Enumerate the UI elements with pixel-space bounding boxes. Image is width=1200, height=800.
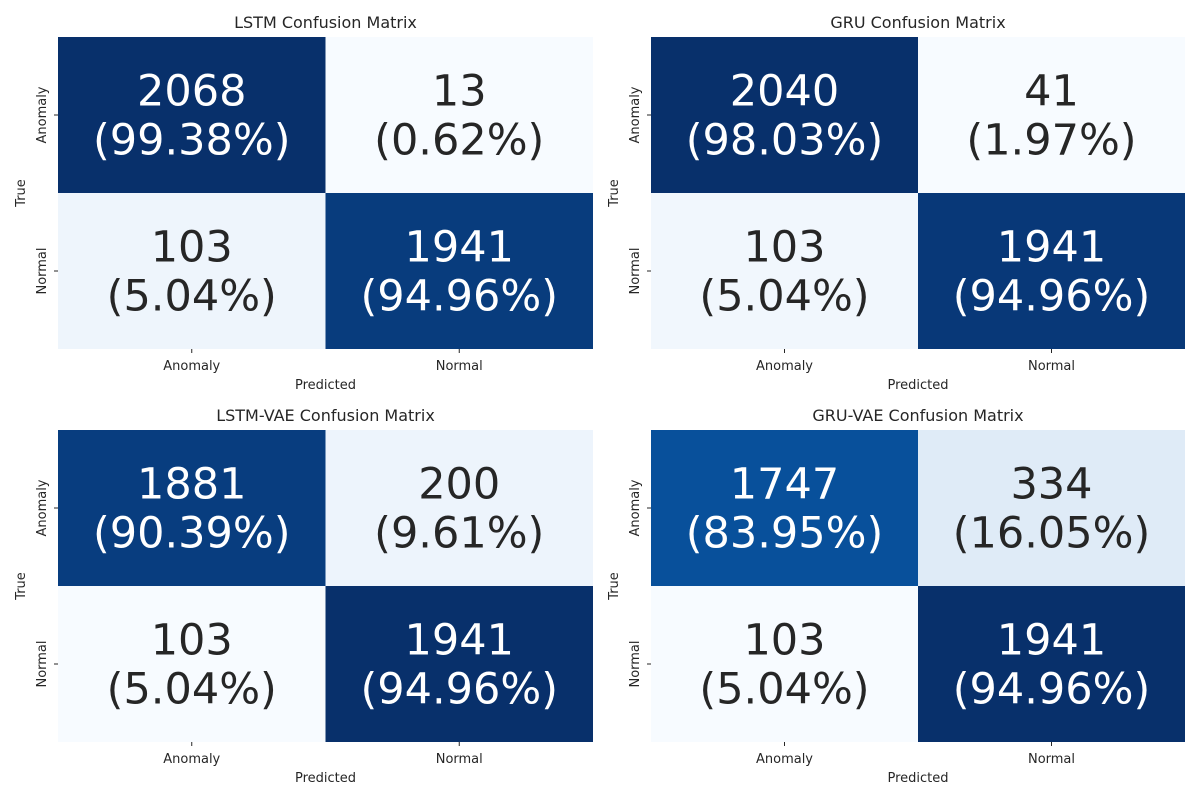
gru-confusion-matrix-cell-anomaly-normal bbox=[918, 37, 1185, 193]
gru-vae-confusion-matrix-cell-normal-anomaly-label: 103 (5.04%) bbox=[699, 616, 869, 715]
gru-confusion-matrix-cell-normal-anomaly-label: 103 (5.04%) bbox=[699, 223, 869, 322]
gru-confusion-matrix-cell-anomaly-normal-label: 41 (1.97%) bbox=[966, 67, 1136, 166]
lstm-confusion-matrix-x-axis-label: Predicted bbox=[295, 378, 356, 393]
gru-vae-confusion-matrix-title: GRU-VAE Confusion Matrix bbox=[812, 406, 1023, 425]
lstm-confusion-matrix-cell-normal-normal bbox=[325, 193, 593, 349]
gru-vae-confusion-matrix-x-axis-label: Predicted bbox=[887, 771, 948, 786]
gru-confusion-matrix-cell-normal-normal-label: 1941 (94.96%) bbox=[953, 223, 1151, 322]
lstm-confusion-matrix-x-tick-label-anomaly: Anomaly bbox=[163, 359, 220, 374]
gru-vae-confusion-matrix-y-tick-label-anomaly: Anomaly bbox=[628, 479, 643, 536]
lstm-vae-confusion-matrix-cell-anomaly-normal bbox=[325, 430, 593, 586]
lstm-confusion-matrix-x-tick-label-normal: Normal bbox=[436, 359, 483, 374]
lstm-confusion-matrix-y-tick-label-normal: Normal bbox=[35, 247, 50, 294]
lstm-confusion-matrix-title: LSTM Confusion Matrix bbox=[234, 13, 417, 32]
gru-confusion-matrix-y-tick-label-normal: Normal bbox=[628, 247, 643, 294]
lstm-confusion-matrix-cell-anomaly-anomaly-label: 2068 (99.38%) bbox=[93, 67, 291, 166]
lstm-confusion-matrix-y-axis-label: True bbox=[14, 179, 29, 208]
lstm-vae-confusion-matrix-cell-anomaly-anomaly bbox=[58, 430, 326, 586]
gru-vae-confusion-matrix-y-axis-label: True bbox=[607, 572, 622, 601]
gru-confusion-matrix-y-tick-label-anomaly: Anomaly bbox=[628, 86, 643, 143]
gru-confusion-matrix-x-axis-label: Predicted bbox=[887, 378, 948, 393]
gru-vae-confusion-matrix-x-tick-label-anomaly: Anomaly bbox=[756, 752, 813, 767]
gru-confusion-matrix-cell-anomaly-anomaly bbox=[651, 37, 918, 193]
lstm-vae-confusion-matrix-y-axis-label: True bbox=[14, 572, 29, 601]
lstm-vae-confusion-matrix-cell-anomaly-anomaly-label: 1881 (90.39%) bbox=[93, 460, 291, 559]
lstm-confusion-matrix-panel: 2068 (99.38%) 13 (0.62%) 103 (5.04%) 1941 (94.9… bbox=[14, 13, 593, 393]
gru-confusion-matrix-cell-normal-anomaly bbox=[651, 193, 918, 349]
lstm-confusion-matrix-cell-normal-normal-label: 1941 (94.96%) bbox=[360, 223, 558, 322]
gru-vae-confusion-matrix-cell-normal-normal-label: 1941 (94.96%) bbox=[953, 616, 1151, 715]
gru-vae-confusion-matrix-cell-normal-anomaly bbox=[651, 586, 918, 742]
lstm-confusion-matrix-cell-anomaly-normal-label: 13 (0.62%) bbox=[374, 67, 544, 166]
gru-vae-confusion-matrix-panel: 1747 (83.95%) 334 (16.05%) 103 (5.04%) 1941 (94… bbox=[607, 406, 1185, 786]
lstm-vae-confusion-matrix-cell-normal-normal bbox=[325, 586, 593, 742]
gru-confusion-matrix-y-axis-label: True bbox=[607, 179, 622, 208]
lstm-confusion-matrix-cell-anomaly-normal bbox=[325, 37, 593, 193]
gru-vae-confusion-matrix-cell-anomaly-anomaly-label: 1747 (83.95%) bbox=[686, 460, 884, 559]
lstm-confusion-matrix-cell-normal-anomaly-label: 103 (5.04%) bbox=[107, 223, 277, 322]
gru-confusion-matrix-x-tick-label-anomaly: Anomaly bbox=[756, 359, 813, 374]
gru-confusion-matrix-x-tick-label-normal: Normal bbox=[1028, 359, 1075, 374]
lstm-confusion-matrix-cell-anomaly-anomaly bbox=[58, 37, 326, 193]
gru-confusion-matrix-panel: 2040 (98.03%) 41 (1.97%) 103 (5.04%) 1941 (94.9… bbox=[607, 13, 1185, 393]
gru-vae-confusion-matrix-y-tick-label-normal: Normal bbox=[628, 640, 643, 687]
lstm-confusion-matrix-cell-normal-anomaly bbox=[58, 193, 326, 349]
gru-confusion-matrix-cell-anomaly-anomaly-label: 2040 (98.03%) bbox=[686, 67, 884, 166]
lstm-vae-confusion-matrix-cell-normal-anomaly-label: 103 (5.04%) bbox=[107, 616, 277, 715]
lstm-vae-confusion-matrix-cell-anomaly-normal-label: 200 (9.61%) bbox=[374, 460, 544, 559]
gru-confusion-matrix-title: GRU Confusion Matrix bbox=[830, 13, 1005, 32]
lstm-vae-confusion-matrix-x-tick-label-normal: Normal bbox=[436, 752, 483, 767]
lstm-vae-confusion-matrix-y-tick-label-normal: Normal bbox=[35, 640, 50, 687]
lstm-vae-confusion-matrix-x-tick-label-anomaly: Anomaly bbox=[163, 752, 220, 767]
gru-vae-confusion-matrix-cell-anomaly-anomaly bbox=[651, 430, 918, 586]
lstm-vae-confusion-matrix-cell-normal-anomaly bbox=[58, 586, 326, 742]
lstm-confusion-matrix-y-tick-label-anomaly: Anomaly bbox=[35, 86, 50, 143]
gru-vae-confusion-matrix-cell-normal-normal bbox=[918, 586, 1185, 742]
gru-vae-confusion-matrix-x-tick-label-normal: Normal bbox=[1028, 752, 1075, 767]
gru-vae-confusion-matrix-cell-anomaly-normal bbox=[918, 430, 1185, 586]
lstm-vae-confusion-matrix-panel: 1881 (90.39%) 200 (9.61%) 103 (5.04%) 1941 (94.… bbox=[14, 406, 593, 786]
lstm-vae-confusion-matrix-y-tick-label-anomaly: Anomaly bbox=[35, 479, 50, 536]
gru-vae-confusion-matrix-cell-anomaly-normal-label: 334 (16.05%) bbox=[953, 460, 1151, 559]
lstm-vae-confusion-matrix-cell-normal-normal-label: 1941 (94.96%) bbox=[360, 616, 558, 715]
lstm-vae-confusion-matrix-x-axis-label: Predicted bbox=[295, 771, 356, 786]
lstm-vae-confusion-matrix-title: LSTM-VAE Confusion Matrix bbox=[216, 406, 435, 425]
gru-confusion-matrix-cell-normal-normal bbox=[918, 193, 1185, 349]
